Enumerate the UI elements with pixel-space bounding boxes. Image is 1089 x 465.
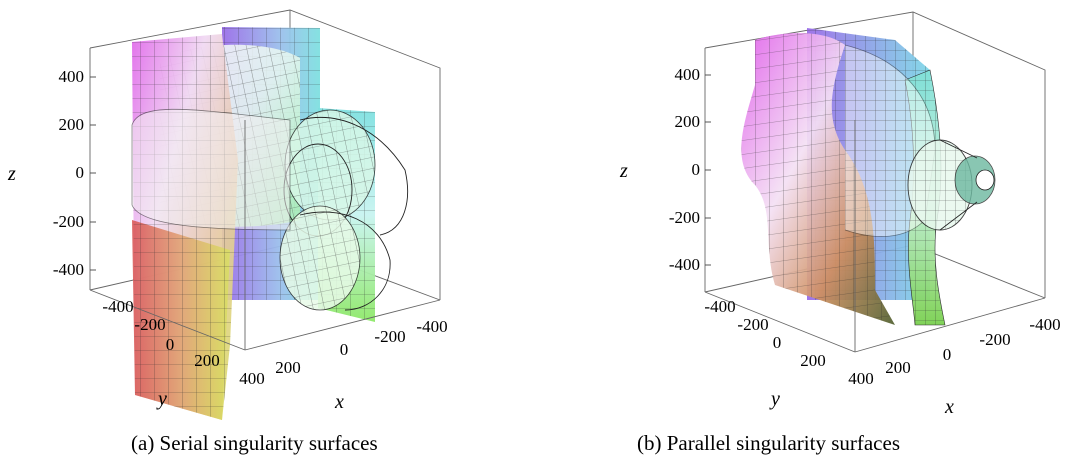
y-tick-label: -400 xyxy=(704,297,735,316)
y-tick-label: 200 xyxy=(800,351,826,370)
x-tick-label: 0 xyxy=(340,340,349,359)
y-tick-label: 0 xyxy=(166,335,175,354)
z-tick-label: 200 xyxy=(675,112,701,131)
figure-caption: (a) Serial singularity surfaces xyxy=(131,431,378,455)
y-axis-label: y xyxy=(769,388,780,410)
surface-front-curved xyxy=(741,33,936,326)
y-tick-label: -400 xyxy=(102,297,133,316)
z-tick-label: -400 xyxy=(669,255,700,274)
panel-serial: 400 200 0 -200 -400 z -400 -200 0 200 40… xyxy=(7,9,448,455)
y-tick-label: 200 xyxy=(194,351,220,370)
x-tick-label: 0 xyxy=(943,345,952,364)
surface-tube xyxy=(907,139,996,231)
z-tick-label: 200 xyxy=(59,115,85,134)
x-tick-label: -200 xyxy=(374,327,405,346)
x-tick-label: -200 xyxy=(979,330,1010,349)
z-axis xyxy=(90,76,96,271)
z-tick-label: 0 xyxy=(692,160,701,179)
z-tick-label: -200 xyxy=(53,212,84,231)
z-tick-label: 0 xyxy=(76,163,85,182)
plot-parallel-singularity: 400 200 0 -200 -400 z -400 -200 0 200 40… xyxy=(619,11,1061,418)
x-tick-label: 200 xyxy=(275,358,301,377)
plot-serial-singularity: 400 200 0 -200 -400 z -400 -200 0 200 40… xyxy=(7,9,448,420)
z-tick-label: -400 xyxy=(53,260,84,279)
z-axis xyxy=(705,74,711,266)
x-tick-label: -400 xyxy=(416,317,447,336)
y-tick-label: 400 xyxy=(239,369,265,388)
y-axis-label: y xyxy=(156,388,167,410)
x-axis-label: x xyxy=(944,396,954,418)
y-tick-label: -200 xyxy=(737,315,768,334)
y-tick-label: 0 xyxy=(773,333,782,352)
panel-parallel: 400 200 0 -200 -400 z -400 -200 0 200 40… xyxy=(545,0,1089,465)
x-tick-label: -400 xyxy=(1029,315,1060,334)
z-tick-label: 400 xyxy=(675,65,701,84)
x-tick-label: 200 xyxy=(885,358,911,377)
figure-caption: (b) Parallel singularity surfaces xyxy=(637,431,900,455)
bounding-box-front xyxy=(89,48,441,351)
z-tick-label: -200 xyxy=(669,208,700,227)
z-axis-label: z xyxy=(7,163,16,185)
x-axis-label: x xyxy=(334,391,344,413)
y-tick-label: 400 xyxy=(848,369,874,388)
surface-front-plane xyxy=(131,34,291,420)
y-tick-label: -200 xyxy=(134,315,165,334)
z-axis-label: z xyxy=(619,160,628,182)
z-tick-label: 400 xyxy=(59,67,85,86)
